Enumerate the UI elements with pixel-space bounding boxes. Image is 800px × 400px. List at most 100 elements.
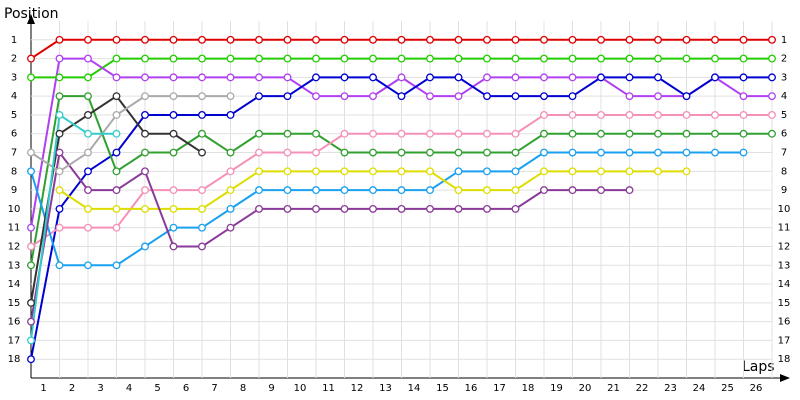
point xyxy=(369,148,377,157)
point xyxy=(369,167,377,176)
point xyxy=(682,148,691,157)
point xyxy=(597,54,605,63)
point xyxy=(169,186,178,195)
y-tick-label: 14 xyxy=(8,279,21,290)
point xyxy=(397,54,406,63)
y-tick-label-right: 15 xyxy=(778,298,791,309)
point xyxy=(340,148,349,157)
point xyxy=(369,186,377,195)
point xyxy=(255,73,263,82)
y-tick-label: 9 xyxy=(11,185,17,196)
point xyxy=(654,129,662,138)
point xyxy=(369,129,377,138)
x-tick-label: 21 xyxy=(607,383,620,394)
point xyxy=(27,54,35,63)
x-tick-label: 19 xyxy=(550,383,563,394)
point xyxy=(27,355,35,364)
point xyxy=(483,129,491,138)
point xyxy=(169,223,178,232)
point xyxy=(654,167,662,176)
y-tick-label: 3 xyxy=(11,72,17,83)
y-tick-label: 12 xyxy=(8,241,21,252)
point xyxy=(226,186,235,195)
point xyxy=(27,317,35,326)
point xyxy=(625,35,634,44)
point xyxy=(568,186,577,195)
point xyxy=(255,54,263,63)
point xyxy=(426,129,434,138)
point xyxy=(654,148,662,157)
point xyxy=(141,54,149,63)
point xyxy=(625,167,634,176)
point xyxy=(312,148,320,157)
point xyxy=(169,148,178,157)
point xyxy=(654,35,662,44)
point xyxy=(625,73,634,82)
point xyxy=(369,92,377,101)
point xyxy=(255,92,263,101)
y-tick-label: 1 xyxy=(11,35,17,46)
point xyxy=(255,186,263,195)
point xyxy=(739,73,748,82)
point xyxy=(654,54,662,63)
x-tick-label: 9 xyxy=(268,383,274,394)
point xyxy=(198,186,206,195)
point xyxy=(597,129,605,138)
point xyxy=(511,186,520,195)
point xyxy=(397,35,406,44)
point xyxy=(511,129,520,138)
point xyxy=(226,167,235,176)
point xyxy=(739,35,748,44)
point xyxy=(198,204,206,213)
y-tick-label-right: 2 xyxy=(781,54,787,65)
x-tick-label: 10 xyxy=(294,383,307,394)
point xyxy=(568,110,577,119)
point xyxy=(397,148,406,157)
point xyxy=(198,54,206,63)
point xyxy=(27,261,35,270)
x-tick-label: 7 xyxy=(211,383,217,394)
point xyxy=(112,223,121,232)
y-tick-label: 7 xyxy=(11,148,17,159)
point xyxy=(426,148,434,157)
point xyxy=(169,73,178,82)
point xyxy=(312,167,320,176)
y-tick-label: 13 xyxy=(8,260,21,271)
point xyxy=(112,92,121,101)
point xyxy=(483,148,491,157)
point xyxy=(397,167,406,176)
point xyxy=(682,167,691,176)
y-tick-label: 16 xyxy=(8,317,21,328)
point xyxy=(340,35,349,44)
y-tick-label-right: 4 xyxy=(781,91,787,102)
point xyxy=(397,92,406,101)
point xyxy=(27,148,35,157)
point xyxy=(768,35,776,44)
point xyxy=(597,110,605,119)
x-tick-label: 3 xyxy=(97,383,103,394)
point xyxy=(141,204,149,213)
y-tick-label: 6 xyxy=(11,129,17,140)
point xyxy=(55,204,64,213)
point xyxy=(312,35,320,44)
point xyxy=(141,148,149,157)
point xyxy=(483,73,491,82)
x-tick-label: 26 xyxy=(750,383,763,394)
y-tick-label-right: 11 xyxy=(778,223,791,234)
y-tick-label: 18 xyxy=(8,354,21,365)
point xyxy=(540,110,548,119)
point xyxy=(283,167,292,176)
point xyxy=(169,110,178,119)
point xyxy=(141,35,149,44)
point xyxy=(141,167,149,176)
point xyxy=(84,167,92,176)
y-tick-label-right: 5 xyxy=(781,110,787,121)
x-tick-label: 24 xyxy=(693,383,706,394)
point xyxy=(255,167,263,176)
point xyxy=(568,73,577,82)
point xyxy=(426,186,434,195)
point xyxy=(84,148,92,157)
point xyxy=(682,54,691,63)
x-tick-label: 2 xyxy=(69,383,75,394)
point xyxy=(540,54,548,63)
